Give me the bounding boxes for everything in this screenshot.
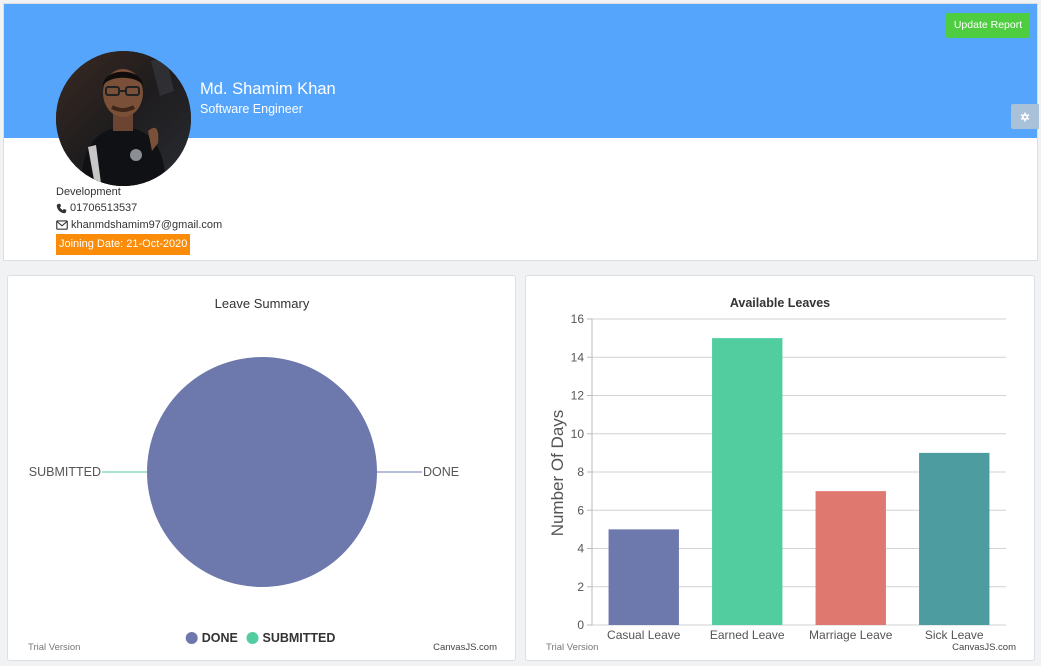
profile-name: Md. Shamim Khan <box>200 80 336 98</box>
profile-phone-row: 01706513537 <box>56 202 137 214</box>
trial-version-watermark: Trial Version <box>546 642 598 653</box>
profile-card: Update Report <box>3 3 1039 261</box>
leave-summary-chart: Leave Summary DONE SUBMITTED DONE SUBMITTE… <box>28 296 497 653</box>
canvasjs-credit-link[interactable]: CanvasJS.com <box>952 642 1016 653</box>
bar[interactable] <box>815 491 886 625</box>
profile-email: khanmdshamim97@gmail.com <box>71 219 223 231</box>
y-tick-label: 16 <box>571 312 585 326</box>
y-tick-label: 10 <box>571 427 585 441</box>
legend-item[interactable]: DONE <box>202 631 238 645</box>
x-tick-label: Earned Leave <box>710 628 785 642</box>
y-axis-label: Number Of Days <box>548 410 567 537</box>
profile-role: Software Engineer <box>200 102 303 116</box>
y-tick-label: 0 <box>577 618 584 632</box>
joining-date-badge: Joining Date: 21-Oct-2020 <box>56 234 191 255</box>
envelope-icon <box>56 220 68 230</box>
trial-version-watermark: Trial Version <box>28 642 80 653</box>
y-tick-label: 2 <box>577 580 584 594</box>
chart-title: Leave Summary <box>215 296 310 311</box>
settings-toggle-button[interactable] <box>1011 104 1039 129</box>
x-tick-label: Casual Leave <box>607 628 681 642</box>
profile-department: Development <box>56 186 121 198</box>
legend-marker <box>246 632 259 644</box>
chart-title: Available Leaves <box>730 296 830 310</box>
x-tick-label: Sick Leave <box>925 628 984 642</box>
available-leaves-panel: Available Leaves Number Of Days 0 2 4 6 8 10 1… <box>525 275 1035 661</box>
phone-icon <box>56 203 67 213</box>
legend-item[interactable]: SUBMITTED <box>263 631 336 645</box>
avatar <box>56 51 191 186</box>
y-tick-label: 12 <box>571 389 585 403</box>
leave-summary-panel: Leave Summary DONE SUBMITTED DONE SUBMITTE… <box>7 275 516 661</box>
pie-slice-label: SUBMITTED <box>29 465 101 479</box>
available-leaves-chart: Available Leaves Number Of Days 0 2 4 6 8 10 1… <box>546 296 1016 653</box>
bar[interactable] <box>712 338 783 625</box>
profile-phone: 01706513537 <box>70 202 138 214</box>
x-tick-label: Marriage Leave <box>809 628 893 642</box>
y-tick-label: 14 <box>571 350 585 364</box>
bar[interactable] <box>919 452 990 625</box>
y-tick-label: 8 <box>577 465 584 479</box>
pie-slice[interactable] <box>147 357 377 587</box>
y-tick-label: 4 <box>577 542 584 556</box>
profile-email-row: khanmdshamim97@gmail.com <box>56 219 222 231</box>
legend-marker <box>185 632 198 644</box>
y-tick-label: 6 <box>577 503 584 517</box>
gear-icon <box>1020 112 1030 121</box>
canvasjs-credit-link[interactable]: CanvasJS.com <box>433 642 497 653</box>
pie-slice-label: DONE <box>423 465 459 479</box>
bar[interactable] <box>608 529 679 625</box>
update-report-button[interactable]: Update Report <box>946 13 1030 38</box>
